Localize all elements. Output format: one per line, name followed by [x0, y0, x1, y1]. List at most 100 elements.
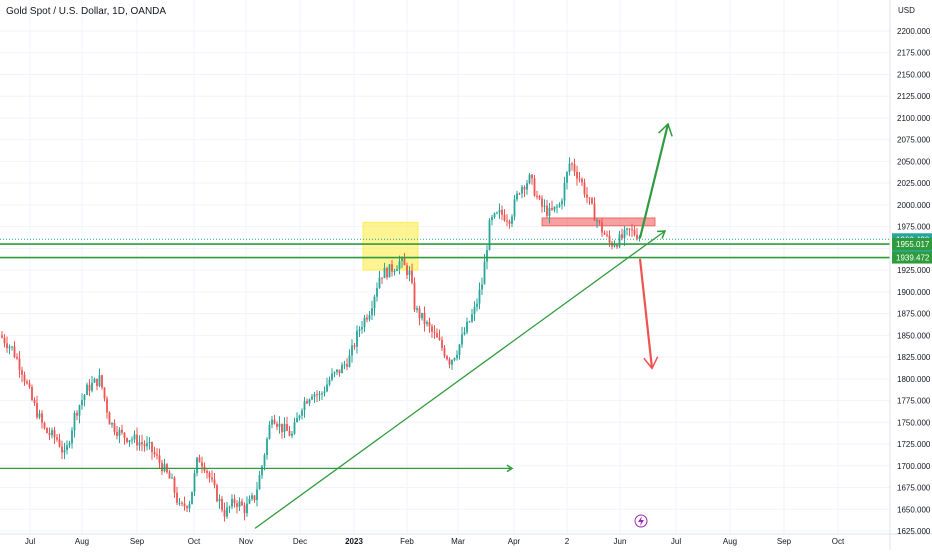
candle-body [356, 330, 358, 347]
candle [148, 437, 151, 450]
candle [396, 265, 398, 272]
candle [446, 354, 448, 361]
candle-body [196, 457, 198, 474]
candle [511, 214, 513, 228]
candle-body [586, 194, 588, 198]
candle [3, 334, 6, 348]
candle [56, 433, 58, 442]
candle-body [306, 401, 308, 404]
candle-body [416, 308, 418, 310]
candle [213, 473, 216, 489]
candle-body [301, 410, 303, 416]
candle [273, 414, 276, 425]
candle-body [501, 209, 503, 215]
candle [33, 397, 36, 406]
candle [471, 308, 473, 323]
candle [243, 502, 246, 521]
candle-body [403, 258, 406, 266]
candle [493, 212, 496, 219]
candle-body [393, 270, 396, 272]
candle [571, 162, 573, 171]
candle-body [283, 423, 286, 433]
candle [153, 446, 156, 458]
candle-body [66, 445, 68, 451]
candle [263, 453, 266, 471]
candle-body [518, 193, 521, 195]
candle-body [228, 506, 231, 508]
candle [403, 253, 406, 266]
candle [88, 379, 91, 397]
candle [91, 375, 93, 393]
candle-body [223, 509, 226, 517]
candle-body [73, 412, 76, 431]
candle [506, 214, 508, 227]
candle-body [136, 434, 138, 446]
candle [236, 500, 238, 514]
candle-body [488, 220, 491, 251]
candle-body [121, 429, 123, 433]
candle-body [413, 282, 416, 310]
candle [376, 282, 378, 302]
arrow-down-line [638, 258, 654, 369]
candle-body [116, 431, 118, 436]
candle-body [516, 193, 518, 200]
candle [538, 194, 541, 200]
candle [406, 262, 408, 280]
candle-body [86, 384, 88, 395]
candle [411, 263, 413, 285]
candle-body [258, 475, 261, 490]
candle-body [616, 245, 618, 247]
candle [231, 494, 233, 510]
candle [346, 358, 348, 371]
candle [196, 456, 198, 477]
candle [116, 426, 118, 440]
candle [293, 417, 296, 435]
candle-body [213, 479, 216, 486]
candle [168, 469, 171, 479]
candle-body [238, 501, 241, 507]
candle [128, 440, 131, 447]
candle-body [158, 455, 161, 463]
candle-body [456, 354, 458, 359]
candle-body [131, 439, 133, 441]
price-tag-text: 1939.472 [896, 254, 930, 263]
candle-body [273, 419, 276, 424]
candle [581, 177, 583, 187]
candle [438, 329, 441, 341]
candle-body [21, 370, 23, 375]
candle-body [208, 472, 211, 478]
candle [618, 230, 621, 249]
candle-body [278, 423, 281, 427]
candle [368, 311, 371, 322]
arrow-up-line [638, 123, 670, 239]
candle [448, 357, 451, 369]
candle [161, 459, 163, 475]
candle [301, 408, 303, 420]
candle [523, 185, 526, 198]
candle [6, 336, 8, 353]
candle [261, 465, 263, 480]
candle-body [406, 265, 408, 276]
candle-body [373, 296, 376, 309]
arrow-up-head [658, 122, 673, 137]
arrow-down-head [643, 356, 659, 370]
candle-body [396, 269, 398, 271]
candle-body [181, 502, 183, 504]
x-tick-label: Jul [25, 537, 35, 546]
candle [596, 218, 598, 229]
candle-body [426, 322, 428, 324]
candle-body [421, 312, 423, 319]
candle-body [103, 387, 106, 399]
candle-body [268, 424, 271, 439]
candle-body [461, 334, 463, 345]
lightning-icon[interactable] [634, 514, 648, 528]
candle-body [591, 198, 593, 204]
candle-body [81, 400, 83, 406]
candle-body [108, 412, 111, 425]
candle-body [43, 422, 46, 428]
candle-body [351, 345, 353, 356]
candle-body [503, 214, 506, 221]
candle-body [146, 443, 148, 447]
